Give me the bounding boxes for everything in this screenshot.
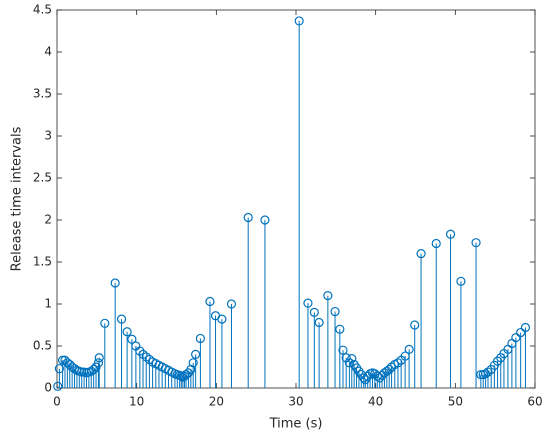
stem-marker [188,358,198,368]
stem-marker [314,317,324,328]
stem-marker [335,324,345,334]
stem-marker [116,314,127,324]
stem-marker [217,314,227,324]
x-tick-label: 20 [209,395,224,409]
stem-marker [338,345,348,355]
x-tick-label: 10 [129,395,144,409]
stem-marker [77,367,87,377]
stem-marker [309,307,319,317]
stem-marker [323,291,333,301]
stem-marker [122,327,132,337]
stem-marker [410,320,420,330]
stem-marker [226,299,237,309]
stem-marker [516,327,526,338]
stem-marker [416,249,426,259]
stem-marker [100,318,110,328]
y-tick-label: 0 [44,381,52,395]
y-tick-label: 1 [44,297,52,311]
stem-marker [483,367,493,377]
x-tick-label: 60 [527,395,542,409]
stem-marker [456,276,466,286]
stem-marker [138,349,148,359]
y-tick-label: 3.5 [33,87,52,101]
stem-marker [205,296,215,307]
x-axis-label: Time (s) [269,417,323,432]
stem-marker [94,353,104,363]
stem-marker [431,238,441,249]
stem-marker [520,322,531,333]
stem-marker [471,238,481,248]
x-tick-label: 40 [368,395,383,409]
x-tick-label: 50 [448,395,463,409]
stem-marker [387,362,397,372]
y-tick-label: 4.5 [33,3,52,17]
y-tick-label: 3 [44,129,52,143]
plot-frame [56,9,536,389]
y-tick-label: 2 [44,213,52,227]
stem-marker [372,371,382,381]
stem-marker [375,373,385,383]
y-tick-label: 1.5 [33,255,52,269]
stem-marker [89,364,99,375]
stem-marker [93,358,104,368]
stem-marker [341,353,351,363]
stem-marker [141,352,151,362]
y-tick-label: 0.5 [33,339,52,353]
stem-marker [54,364,64,374]
stem-marker [69,364,80,374]
stem-marker [243,212,253,223]
stem-marker [384,364,394,375]
stem-marker [127,334,137,344]
x-tick-label: 0 [53,395,61,409]
stem-marker [347,354,357,364]
y-tick-label: 2.5 [33,171,52,185]
stem-marker [53,381,63,391]
stem-marker [303,298,313,308]
x-tick-label: 30 [288,395,303,409]
stem-marker [294,16,304,26]
stem-marker [144,354,155,365]
stem-marker [404,344,414,354]
stem-marker [181,369,191,380]
y-axis-label: Release time intervals [10,126,25,271]
stem-marker [191,349,201,359]
stem-marker [195,333,205,344]
y-tick-label: 4 [44,45,52,59]
stem-marker [511,333,521,343]
stem-marker [260,215,270,225]
stem-marker [110,278,120,288]
stem-marker [330,306,340,317]
stem-marker [57,355,68,365]
stem-marker [445,229,456,239]
stem-marker [393,358,403,368]
